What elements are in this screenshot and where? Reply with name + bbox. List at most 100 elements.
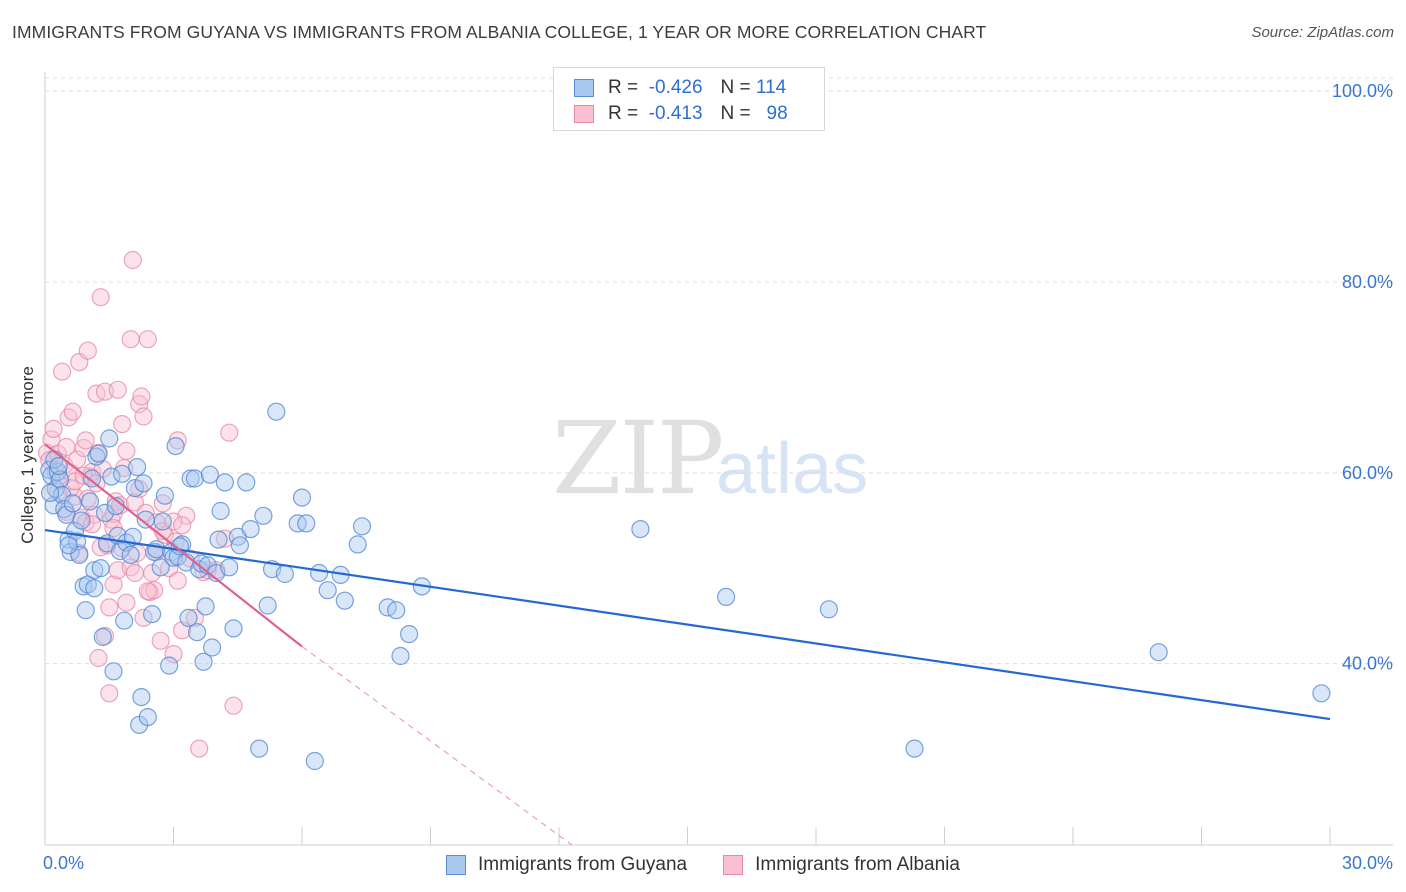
albania-point [100, 684, 119, 703]
stats-legend-row-albania: R = -0.413 N = 98 [574, 102, 788, 126]
x-tick-label-min: 0.0% [43, 853, 84, 873]
guyana-point [209, 530, 228, 549]
source-label: Source: ZipAtlas.com [1251, 24, 1394, 41]
albania-point [138, 582, 157, 601]
series-legend: Immigrants from Guyana Immigrants from A… [0, 852, 1406, 878]
r-value-guyana: -0.426 [648, 77, 703, 98]
guyana-point [631, 519, 650, 539]
guyana-point [241, 519, 260, 539]
guyana-point [258, 596, 277, 615]
n-label: N = [720, 77, 751, 98]
guyana-point [254, 506, 273, 525]
albania-legend-swatch [723, 855, 744, 875]
albania-point [44, 419, 63, 438]
albania-point [67, 450, 87, 469]
guyana-point [387, 601, 406, 620]
r-label: R = [608, 77, 639, 98]
guyana-point [391, 646, 410, 666]
albania-point [220, 423, 239, 442]
guyana-point [224, 619, 243, 638]
guyana-point [155, 486, 174, 505]
y-axis-title: College, 1 year or more [18, 366, 37, 544]
guyana-point [335, 591, 354, 610]
guyana-point [134, 474, 153, 493]
albania-point [52, 362, 72, 381]
guyana-point [203, 638, 222, 657]
albania-point [91, 288, 110, 307]
guyana-point [102, 467, 121, 486]
albania-point [63, 402, 82, 421]
guyana-point [318, 581, 337, 600]
albania-point [121, 330, 140, 349]
guyana-point [305, 751, 324, 771]
guyana-point [1149, 643, 1168, 662]
y-tick-label: 60.0% [1342, 463, 1393, 483]
guyana-point [220, 558, 239, 577]
albania-point [185, 608, 204, 628]
albania-point [100, 598, 119, 617]
albania-point [145, 581, 164, 600]
guyana-point [63, 494, 82, 513]
guyana-point [188, 623, 207, 642]
x-tick-label-max: 30.0% [1342, 853, 1393, 873]
guyana-trend-line [44, 528, 1331, 721]
legend-item-guyana[interactable]: Immigrants from Guyana [446, 854, 687, 876]
y-tick-label: 100.0% [1332, 81, 1393, 101]
guyana-point [297, 514, 316, 533]
guyana-point [160, 656, 179, 675]
guyana-point [50, 470, 70, 489]
guyana-point [138, 707, 157, 727]
guyana-point [40, 483, 60, 502]
legend-label-albania: Immigrants from Albania [755, 854, 960, 875]
y-tick-label: 40.0% [1342, 654, 1393, 674]
guyana-point [136, 510, 155, 529]
albania-point [125, 563, 144, 583]
albania-point [134, 608, 153, 628]
guyana-point [91, 559, 110, 578]
guyana-point [104, 662, 123, 681]
albania-swatch [574, 105, 594, 123]
r-value-albania: -0.413 [648, 103, 703, 124]
guyana-point [310, 563, 329, 583]
guyana-point [215, 473, 234, 492]
chart-title: IMMIGRANTS FROM GUYANA VS IMMIGRANTS FRO… [12, 22, 987, 42]
albania-point [76, 431, 95, 450]
guyana-point [100, 429, 119, 448]
guyana-point [196, 597, 215, 616]
albania-point [123, 250, 142, 270]
albania-trend-line [44, 443, 303, 648]
guyana-point [192, 554, 211, 573]
guyana-point [153, 512, 172, 531]
albania-point [190, 739, 209, 758]
guyana-point [93, 627, 112, 647]
r-label: R = [608, 103, 639, 124]
albania-point [78, 341, 97, 360]
guyana-point [352, 517, 372, 536]
guyana-point [400, 624, 419, 644]
guyana-point [143, 604, 162, 624]
watermark-atlas: atlas [716, 429, 869, 509]
albania-point [132, 387, 151, 406]
guyana-point [250, 739, 269, 758]
n-value-guyana: 114 [755, 77, 787, 98]
albania-point [89, 648, 108, 668]
albania-point [104, 575, 123, 594]
albania-point [224, 696, 243, 715]
guyana-point [76, 601, 95, 620]
albania-point [138, 330, 157, 349]
guyana-point [147, 540, 166, 559]
legend-label-guyana: Immigrants from Guyana [478, 854, 688, 875]
guyana-point [49, 457, 68, 476]
guyana-point [89, 444, 108, 463]
guyana-point [80, 492, 100, 511]
guyana-point [112, 464, 132, 483]
albania-point [82, 515, 102, 534]
guyana-point [166, 437, 185, 456]
albania-point [134, 407, 153, 426]
guyana-point [237, 473, 256, 492]
legend-item-albania[interactable]: Immigrants from Albania [723, 854, 960, 876]
albania-point [112, 415, 132, 434]
watermark-zip: ZIP [552, 400, 724, 517]
guyana-point [121, 545, 140, 565]
guyana-point [211, 501, 230, 521]
